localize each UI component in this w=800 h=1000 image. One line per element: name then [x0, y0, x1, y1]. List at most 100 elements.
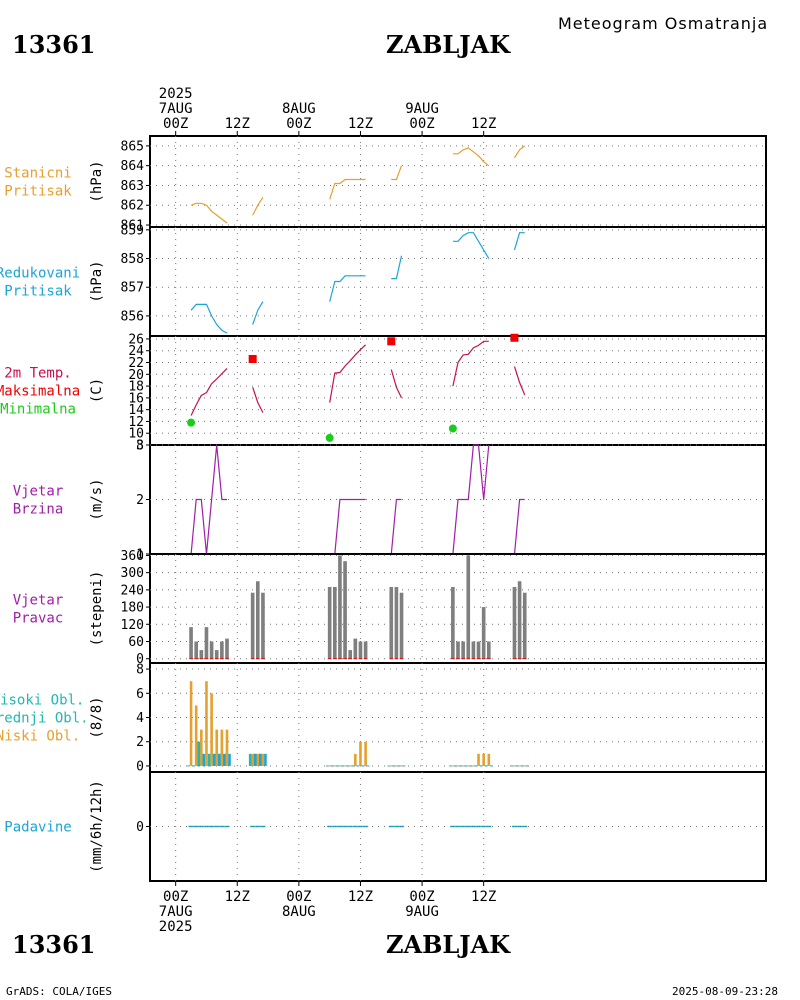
series-line [513, 366, 526, 396]
time-label-top: 00Z [163, 116, 188, 132]
series-line [452, 232, 490, 259]
y-tick-label: 22 [128, 356, 144, 371]
y-tick-label: 0 [136, 652, 144, 667]
wind-direction-bar [456, 641, 460, 659]
wind-direction-bar [481, 607, 486, 659]
unit-label: (8/8) [89, 696, 105, 738]
time-label-bottom: 8AUG [282, 904, 316, 920]
y-tick-label: 240 [121, 583, 144, 598]
cloud-bar [259, 753, 262, 766]
series-line [190, 444, 227, 555]
y-tick-label: 26 [128, 332, 144, 347]
parameter-label: Pravac [13, 611, 64, 627]
series-line [329, 275, 366, 302]
series-line [329, 344, 367, 403]
series-line [329, 178, 366, 200]
cloud-bar [225, 729, 229, 766]
cloud-bar [223, 753, 226, 766]
time-label-bottom: 00Z [409, 889, 434, 905]
y-tick-label: 2 [136, 735, 144, 750]
parameter-label: Stanicni [4, 166, 71, 182]
time-label-bottom: 00Z [163, 889, 188, 905]
parameter-label: Minimalna [0, 402, 76, 418]
wind-direction-bar [512, 586, 517, 659]
cloud-bar [207, 753, 211, 766]
max-temp-marker [387, 337, 396, 346]
y-tick-label: 8 [136, 439, 144, 454]
cloud-bar [251, 753, 254, 766]
panel-frame [149, 335, 767, 446]
wind-direction-bar [250, 592, 255, 659]
panel-frame [149, 135, 767, 228]
wind-direction-bar [486, 641, 491, 659]
wind-direction-bar [358, 641, 363, 659]
time-label-bottom: 7AUG [159, 904, 193, 920]
wind-direction-bar [476, 641, 481, 659]
panel-stanicni: 861 862 863 864 865 (hPa) Stanicni Pritisak [4, 135, 767, 234]
y-tick-label: 8 [136, 663, 144, 678]
time-label-bottom: 00Z [286, 889, 311, 905]
cloud-bar [253, 753, 257, 766]
y-tick-label: 14 [128, 403, 144, 418]
y-tick-label: 863 [121, 179, 144, 194]
panel-frame [149, 662, 767, 773]
cloud-bar [364, 741, 367, 766]
y-tick-label: 10 [128, 427, 144, 442]
parameter-label: Vjetar [13, 593, 64, 609]
cloud-bar [220, 729, 224, 766]
station-id-top: 13361 [12, 30, 96, 59]
wind-direction-bar [209, 641, 214, 659]
time-label-bottom: 12Z [225, 889, 250, 905]
max-temp-marker [510, 333, 519, 342]
unit-label: (C) [89, 378, 105, 403]
unit-label: (mm/6h/12h) [89, 780, 105, 873]
cloud-bar [487, 753, 491, 766]
y-tick-label: 862 [121, 199, 144, 214]
y-tick-label: 20 [128, 368, 144, 383]
wind-direction-bar [343, 561, 347, 659]
y-tick-label: 120 [121, 618, 144, 633]
wind-direction-bar [199, 650, 204, 659]
cloud-bar [477, 753, 480, 766]
cloud-bar [354, 753, 357, 766]
cloud-bar [210, 693, 213, 766]
y-tick-label: 1 [136, 548, 144, 563]
wind-direction-bar [471, 641, 476, 659]
timestamp-text: 2025-08-09-23:28 [672, 985, 778, 998]
parameter-label: Pritisak [4, 184, 72, 200]
cloud-bar [482, 753, 485, 766]
station-name-bottom: ZABLJAK [386, 930, 511, 959]
series-line [390, 498, 402, 555]
time-label-top: 7AUG [159, 101, 193, 117]
max-temp-marker [248, 354, 257, 363]
min-temp-marker [187, 418, 196, 427]
wind-direction-bar [194, 641, 199, 659]
wind-direction-bar [189, 627, 193, 659]
y-tick-label: 865 [121, 139, 144, 154]
cloud-bar [194, 705, 198, 766]
wind-direction-bar [522, 592, 527, 659]
panel-vjetar_pravac: 0 60 120 180 240 300 360 (stepeni) Vjetar Pravac [13, 549, 767, 667]
y-tick-label: 180 [121, 601, 144, 616]
credit-text: GrADS: COLA/IGES [6, 985, 112, 998]
parameter-label: Niski Obl. [0, 729, 80, 745]
y-tick-label: 6 [136, 687, 144, 702]
time-label-top: 00Z [409, 116, 434, 132]
wind-direction-bar [363, 641, 368, 659]
cloud-bar [261, 753, 265, 766]
y-tick-label: 861 [121, 219, 144, 234]
parameter-label: Redukovani [0, 266, 80, 282]
wind-direction-bar [461, 641, 465, 659]
y-tick-label: 858 [121, 252, 144, 267]
wind-direction-bar [389, 586, 394, 659]
time-label-top: 2025 [159, 86, 193, 102]
min-temp-marker [448, 424, 457, 433]
panel-oblaci: 0 2 4 6 8 (8/8) Visoki Obl. Srednji Obl. Niski O… [0, 662, 767, 774]
cloud-bar [215, 729, 219, 766]
wind-direction-bar [255, 581, 260, 659]
time-label-top: 12Z [225, 116, 250, 132]
min-temp-marker [325, 433, 334, 442]
unit-label: (hPa) [89, 160, 105, 202]
cloud-bar [189, 681, 193, 766]
